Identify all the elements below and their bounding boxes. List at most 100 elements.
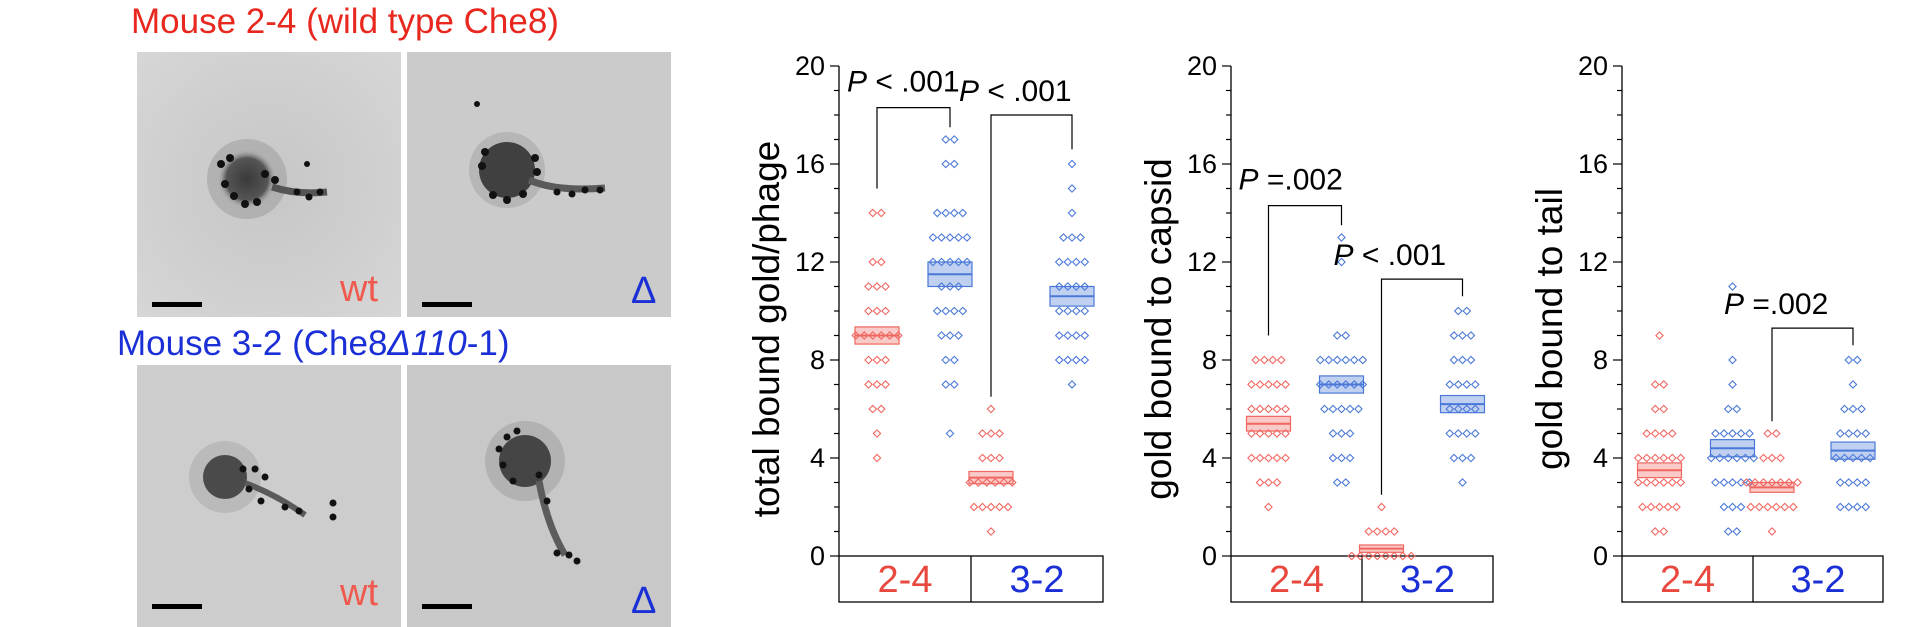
y-axis-label: total bound gold/phage <box>746 141 787 518</box>
data-point <box>1264 502 1273 512</box>
data-point <box>1445 404 1455 414</box>
data-point <box>945 233 955 242</box>
y-tick-label: 0 <box>810 541 825 571</box>
micrograph-delta-3-2 <box>407 365 671 627</box>
data-point <box>881 282 890 291</box>
data-point <box>1650 527 1660 536</box>
data-point <box>872 429 882 438</box>
data-point <box>1453 404 1463 414</box>
significance-bracket <box>1267 205 1343 336</box>
data-point <box>1771 502 1781 512</box>
data-point <box>1332 478 1342 487</box>
data-point <box>1711 429 1720 438</box>
data-point <box>954 282 963 291</box>
data-point <box>1672 502 1681 512</box>
category-label: 2-4 <box>1269 559 1324 601</box>
data-point <box>1746 502 1756 512</box>
p-value-text: < .001 <box>979 75 1072 108</box>
p-value-text: < .001 <box>1354 239 1447 272</box>
p-value-italic: P <box>1239 164 1259 197</box>
data-point <box>1740 453 1750 463</box>
data-point <box>1767 478 1777 487</box>
data-point <box>1667 478 1677 487</box>
p-value-text: =.002 <box>1744 288 1828 321</box>
data-point <box>969 502 979 512</box>
data-point <box>990 478 1000 487</box>
data-point <box>954 331 963 340</box>
data-point <box>1706 453 1716 463</box>
data-point <box>1315 355 1325 365</box>
data-point <box>995 429 1004 438</box>
data-point <box>1767 527 1777 536</box>
micrograph-wt-label-bottom: wt <box>340 572 378 614</box>
data-point <box>1268 355 1278 365</box>
data-point <box>1080 331 1090 340</box>
data-point <box>1458 355 1467 365</box>
data-point <box>1736 429 1746 438</box>
p-value-italic: P <box>847 66 867 99</box>
data-point <box>1776 478 1785 487</box>
data-point <box>1332 380 1342 389</box>
data-point <box>1337 233 1346 242</box>
data-point <box>1642 478 1652 487</box>
data-point <box>1364 551 1374 561</box>
p-value-text: =.002 <box>1259 164 1343 197</box>
data-point <box>1320 404 1329 414</box>
p-value-italic: P <box>1724 288 1744 321</box>
data-point <box>986 502 996 512</box>
category-label: 2-4 <box>1660 559 1715 601</box>
data-point <box>1861 502 1871 512</box>
data-point <box>1728 380 1737 389</box>
data-point <box>1054 257 1064 267</box>
data-point <box>986 404 996 414</box>
y-tick-label: 16 <box>1187 149 1217 179</box>
data-point <box>1848 380 1858 389</box>
data-point <box>1071 355 1081 365</box>
data-point <box>982 478 992 487</box>
data-point <box>1719 429 1729 438</box>
data-point <box>1358 380 1368 389</box>
data-point <box>1642 429 1652 438</box>
data-point <box>1466 453 1476 463</box>
data-point <box>1831 453 1841 463</box>
data-point <box>1453 429 1463 438</box>
data-point <box>1247 404 1256 414</box>
data-point <box>1655 331 1664 340</box>
data-point <box>1728 478 1737 487</box>
data-point <box>1676 478 1686 487</box>
data-point <box>941 159 951 169</box>
data-point <box>1341 355 1351 365</box>
data-point <box>1650 429 1660 438</box>
data-point <box>928 233 938 242</box>
micrograph-wt-2-4 <box>137 52 401 317</box>
data-point <box>872 453 882 463</box>
data-point <box>876 208 886 218</box>
data-point <box>1458 453 1467 463</box>
data-point <box>1852 429 1862 438</box>
scale-bar <box>422 604 472 609</box>
data-point <box>1281 380 1290 389</box>
data-point <box>868 404 878 414</box>
data-point <box>1676 453 1686 463</box>
data-point <box>937 282 946 291</box>
data-point <box>1732 404 1742 414</box>
p-value-label: P < .001 <box>959 75 1072 108</box>
scale-bar <box>422 302 472 307</box>
data-point <box>1349 380 1359 389</box>
data-point <box>1728 282 1737 291</box>
data-point <box>1377 502 1386 512</box>
p-value-label: P < .001 <box>847 66 960 99</box>
data-point <box>1719 502 1729 512</box>
data-point <box>1315 380 1325 389</box>
data-point <box>868 208 878 218</box>
data-point <box>949 380 959 389</box>
data-point <box>1054 282 1064 291</box>
y-tick-label: 12 <box>1187 247 1217 277</box>
data-point <box>1458 331 1467 340</box>
data-point <box>1861 429 1871 438</box>
data-point <box>1650 380 1660 389</box>
y-tick-label: 4 <box>1593 443 1608 473</box>
data-point <box>1659 478 1669 487</box>
data-point <box>1355 551 1365 561</box>
data-point <box>1067 159 1077 169</box>
